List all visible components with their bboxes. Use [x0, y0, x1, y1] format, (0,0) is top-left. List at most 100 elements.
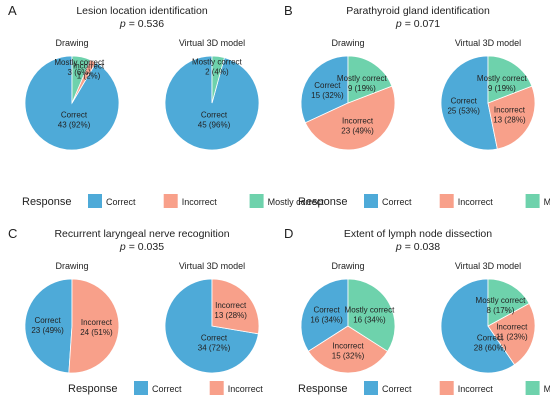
legend-swatch-incorrect [439, 194, 454, 208]
pie-label: Drawing [55, 261, 88, 271]
slice-label-value: 9 (19%) [488, 84, 516, 93]
legend-title: Response [22, 196, 72, 208]
slice-label-category: Incorrect [342, 117, 374, 126]
legend-entry-correct: Correct [106, 197, 136, 207]
p-value-symbol: p [119, 241, 126, 253]
p-value: p = 0.071 [395, 18, 440, 30]
pie-label: Drawing [331, 38, 364, 48]
chart-title: Extent of lymph node dissection [344, 228, 492, 240]
slice-label-category: Correct [201, 110, 228, 119]
pie-label: Virtual 3D model [455, 261, 521, 271]
pie-slice-incorrect [68, 278, 120, 374]
legend: Response Correct Incorrect Mostly correct [298, 381, 550, 395]
slice-label-category: Incorrect [215, 301, 247, 310]
slice-label-category: Mostly correct [337, 74, 388, 83]
legend-entry-incorrect: Incorrect [458, 197, 494, 207]
legend-swatch-correct [134, 381, 148, 395]
pie-slice-incorrect [487, 85, 536, 150]
slice-label-category: Incorrect [73, 61, 105, 70]
pie-slice-incorrect [304, 85, 396, 151]
legend-swatch-incorrect [209, 381, 224, 395]
pie-slice-incorrect [307, 325, 389, 374]
legend-entry-mostly-correct: Mostly correct [268, 197, 325, 207]
slice-label-value: 34 (72%) [198, 343, 231, 352]
legend-title: Response [298, 196, 348, 208]
chart-title: Parathyroid gland identification [346, 5, 490, 17]
legend-swatch-mostly-correct [525, 194, 540, 208]
slice-label-value: 16 (34%) [310, 315, 343, 324]
slice-label-value: 23 (49%) [31, 326, 64, 335]
slice-label-value: 15 (32%) [332, 351, 365, 360]
slice-label-value: 1 (2%) [77, 71, 101, 80]
slice-label-value: 11 (23%) [496, 333, 528, 342]
pie-label: Virtual 3D model [179, 261, 245, 271]
pie-slice-mostly-correct [347, 55, 393, 104]
legend-entry-correct: Correct [152, 384, 182, 394]
slice-label-value: 15 (32%) [311, 91, 344, 100]
slice-label-value: 13 (28%) [214, 311, 247, 320]
slice-label-category: Correct [451, 96, 478, 105]
slice-label-category: Correct [34, 316, 61, 325]
p-value: p = 0.038 [395, 241, 440, 253]
pie-slice-mostly-correct [487, 55, 533, 104]
p-value-number: = 0.035 [129, 241, 164, 253]
legend-entry-mostly-correct: Mostly correct [544, 197, 550, 207]
slice-label-category: Mostly correct [476, 296, 527, 305]
pie-slice-mostly-correct [211, 55, 225, 104]
slice-label-value: 9 (19%) [348, 84, 376, 93]
panel-label: A [8, 3, 17, 18]
pie-slice-mostly-correct [487, 278, 530, 327]
panel-label: D [284, 226, 293, 241]
slice-label-value: 25 (53%) [447, 106, 480, 115]
slice-label-category: Correct [314, 81, 341, 90]
pie-slice-correct [24, 278, 73, 374]
legend-entry-correct: Correct [382, 384, 412, 394]
slice-label-value: 23 (49%) [341, 127, 374, 136]
p-value-number: = 0.536 [129, 18, 164, 30]
p-value-number: = 0.071 [405, 18, 440, 30]
slice-label-value: 2 (4%) [205, 68, 229, 77]
slice-label-value: 24 (51%) [80, 328, 113, 337]
slice-label-category: Mostly correct [54, 58, 105, 67]
slice-label-value: 43 (92%) [58, 120, 91, 129]
p-value: p = 0.035 [119, 241, 164, 253]
pie-label: Drawing [55, 38, 88, 48]
p-value-symbol: p [395, 18, 402, 30]
slice-label-value: 45 (96%) [198, 120, 231, 129]
legend-swatch-correct [88, 194, 102, 208]
legend: Response Correct Incorrect [68, 381, 263, 395]
legend-entry-incorrect: Incorrect [228, 384, 264, 394]
chart-title: Lesion location identification [76, 5, 207, 17]
p-value-number: = 0.038 [405, 241, 440, 253]
panel-label: C [8, 226, 17, 241]
pie-label: Drawing [331, 261, 364, 271]
slice-label-category: Mostly correct [477, 74, 528, 83]
pie-slice-incorrect [487, 302, 536, 366]
slice-label-category: Correct [61, 110, 88, 119]
slice-label-value: 28 (60%) [474, 343, 507, 352]
pie-slice-correct [440, 278, 516, 374]
p-value: p = 0.536 [119, 18, 164, 30]
pie-label: Virtual 3D model [179, 38, 245, 48]
